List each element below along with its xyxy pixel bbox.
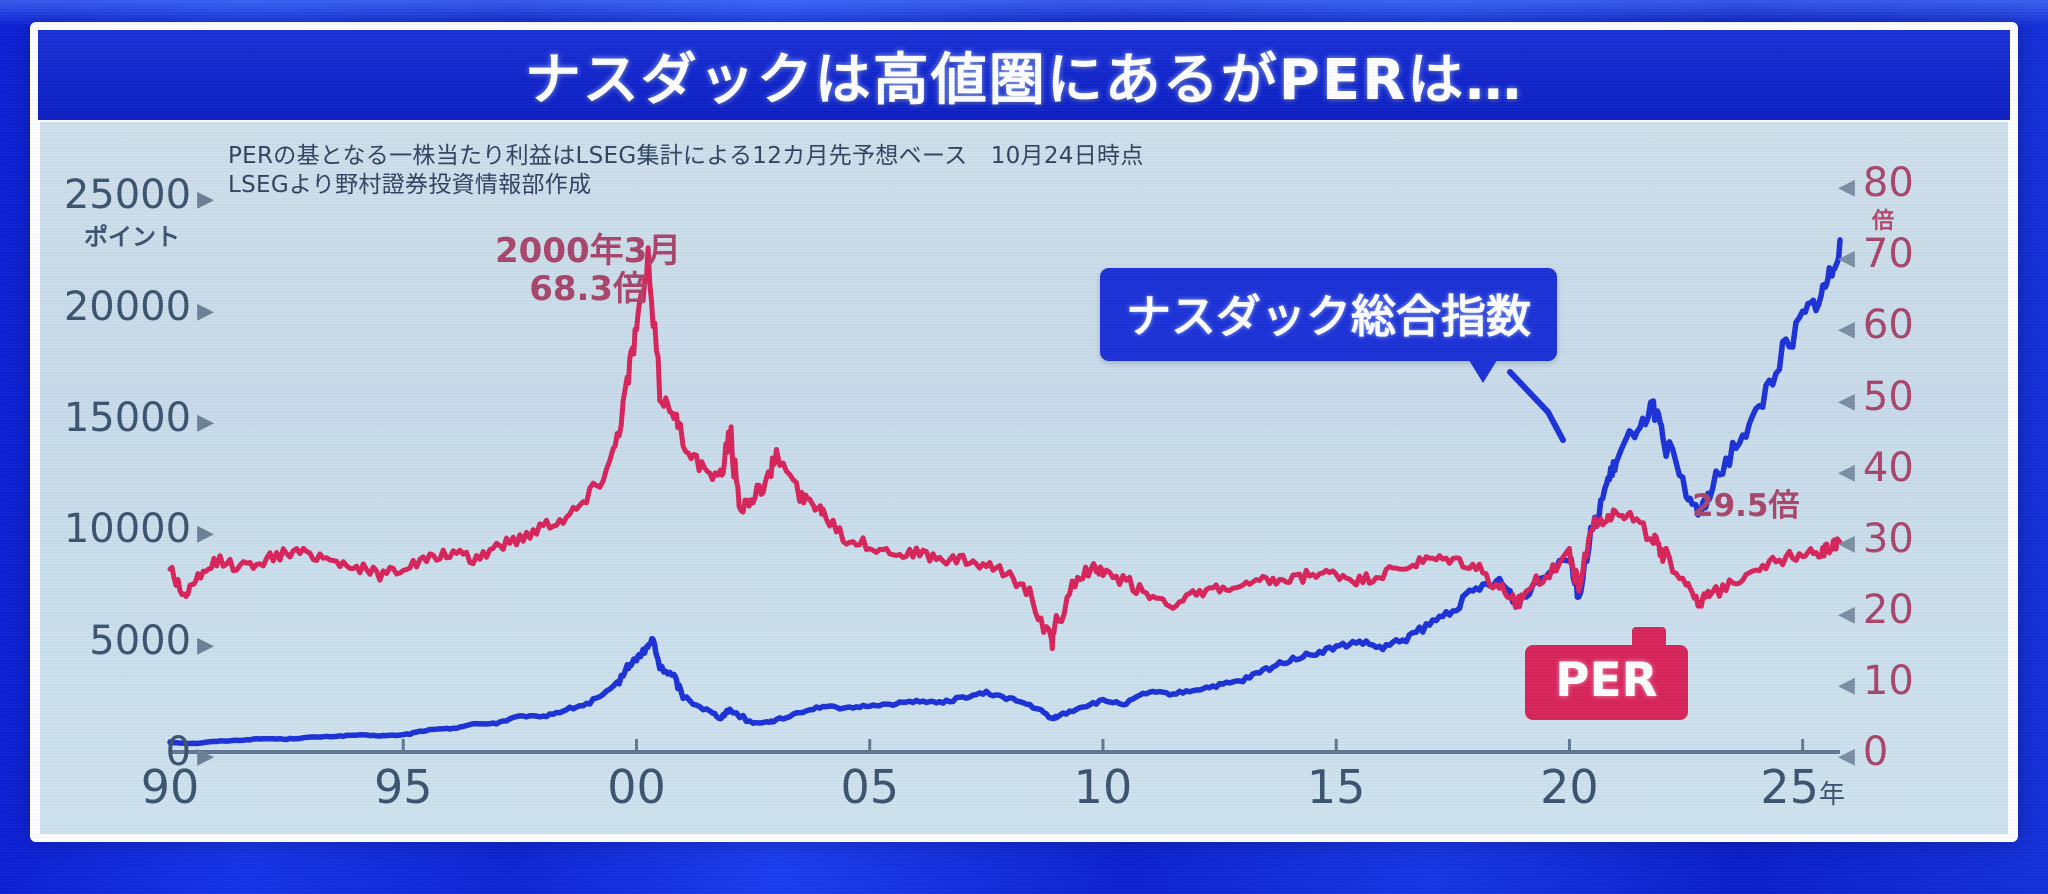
left-tick-10000: 10000 ▶ — [63, 506, 214, 553]
tick-arrow-icon: ▶ — [197, 187, 214, 213]
chart-card — [40, 122, 2008, 834]
slide-title-band: ナスダックは高値圏にあるがPERは… — [38, 30, 2010, 120]
note-line-1: PERの基となる一株当たり利益はLSEG集計による12カ月先予想ベース 10月2… — [228, 143, 1144, 169]
left-tick-20000: 20000 ▶ — [63, 283, 214, 330]
chart-axes — [168, 739, 1840, 754]
x-tick-15: 15 — [1306, 760, 1366, 814]
tick-arrow-icon: ◀ — [1838, 530, 1855, 556]
right-axis-unit: 倍 — [1872, 209, 1895, 235]
callout-nasdaq-index: ナスダック総合指数 — [1100, 268, 1558, 383]
callout-per-label: PER — [1525, 645, 1688, 720]
tick-arrow-icon: ◀ — [1838, 388, 1855, 414]
annotation-peak-date: 2000年3月 — [495, 231, 682, 271]
tick-arrow-icon: ▶ — [197, 521, 214, 547]
left-tick-25000: 25000 ▶ — [63, 172, 214, 219]
x-tick-90: 90 — [140, 760, 200, 814]
left-axis-unit: ポイント — [84, 223, 180, 252]
x-tick-10: 10 — [1073, 760, 1133, 814]
right-tick-80: ◀ 80 — [1838, 160, 1914, 207]
x-tick-95: 95 — [373, 760, 433, 814]
tick-arrow-icon: ▶ — [197, 632, 214, 658]
page-title: ナスダックは高値圏にあるがPERは… — [524, 47, 1524, 113]
tick-arrow-icon: ◀ — [1838, 317, 1855, 343]
right-tick-30: ◀ 30 — [1838, 515, 1914, 562]
tick-arrow-icon: ▶ — [197, 298, 214, 324]
annotation-peak-value: 68.3倍 — [529, 269, 648, 309]
x-axis-labels: 90 95 00 05 10 15 20 25年 — [0, 760, 2048, 830]
callout-per-tail-icon — [1631, 627, 1666, 649]
tick-arrow-icon: ◀ — [1838, 175, 1855, 201]
right-axis-labels: ◀ 0 ◀ 10 ◀ 20 ◀ 30 ◀ 40 ◀ 50 ◀ 60 ◀ 70 ◀ 80 倍 — [1838, 122, 2028, 834]
callout-nasdaq-index-label: ナスダック総合指数 — [1100, 268, 1558, 361]
tick-arrow-icon: ◀ — [1838, 246, 1855, 272]
callout-per: PER — [1525, 627, 1688, 720]
right-tick-60: ◀ 60 — [1838, 302, 1914, 349]
chart-plot — [167, 237, 1843, 754]
x-tick-20: 20 — [1540, 760, 1599, 814]
tick-arrow-icon: ◀ — [1838, 601, 1855, 627]
left-axis-labels: 0 ▶ 5000 ▶ 10000 ▶ 15000 ▶ 20000 ▶ 25000 ▶ ポイント — [44, 122, 214, 834]
tick-arrow-icon: ▶ — [197, 744, 214, 769]
tick-arrow-icon: ◀ — [1838, 744, 1855, 769]
left-tick-15000: 15000 ▶ — [63, 395, 214, 442]
tick-arrow-icon: ▶ — [197, 410, 214, 436]
right-tick-10: ◀ 10 — [1838, 657, 1914, 704]
right-tick-20: ◀ 20 — [1838, 586, 1914, 633]
chart-series — [167, 237, 1843, 747]
right-tick-40: ◀ 40 — [1838, 444, 1914, 491]
right-tick-0: ◀ 0 — [1838, 729, 1889, 775]
tick-arrow-icon: ◀ — [1838, 459, 1855, 485]
left-tick-5000: 5000 ▶ — [89, 617, 214, 664]
note-line-2: LSEGより野村證券投資情報部作成 — [228, 172, 592, 198]
chart-source-note: PERの基となる一株当たり利益はLSEG集計による12カ月先予想ベース 10月2… — [228, 142, 1144, 200]
right-tick-70: ◀ 70 — [1838, 231, 1914, 278]
tick-arrow-icon: ◀ — [1838, 672, 1855, 698]
annotation-peak-2000: 2000年3月 68.3倍 — [495, 232, 681, 308]
right-tick-50: ◀ 50 — [1838, 373, 1914, 420]
annotation-latest-per: 29.5倍 — [1692, 488, 1800, 524]
x-tick-00: 00 — [607, 760, 666, 814]
x-tick-25: 25年 — [1760, 760, 1845, 814]
x-tick-05: 05 — [840, 760, 899, 814]
x-axis-unit: 年 — [1818, 780, 1845, 810]
callout-tail-icon — [1467, 357, 1500, 383]
left-tick-0: 0 ▶ — [165, 729, 214, 775]
